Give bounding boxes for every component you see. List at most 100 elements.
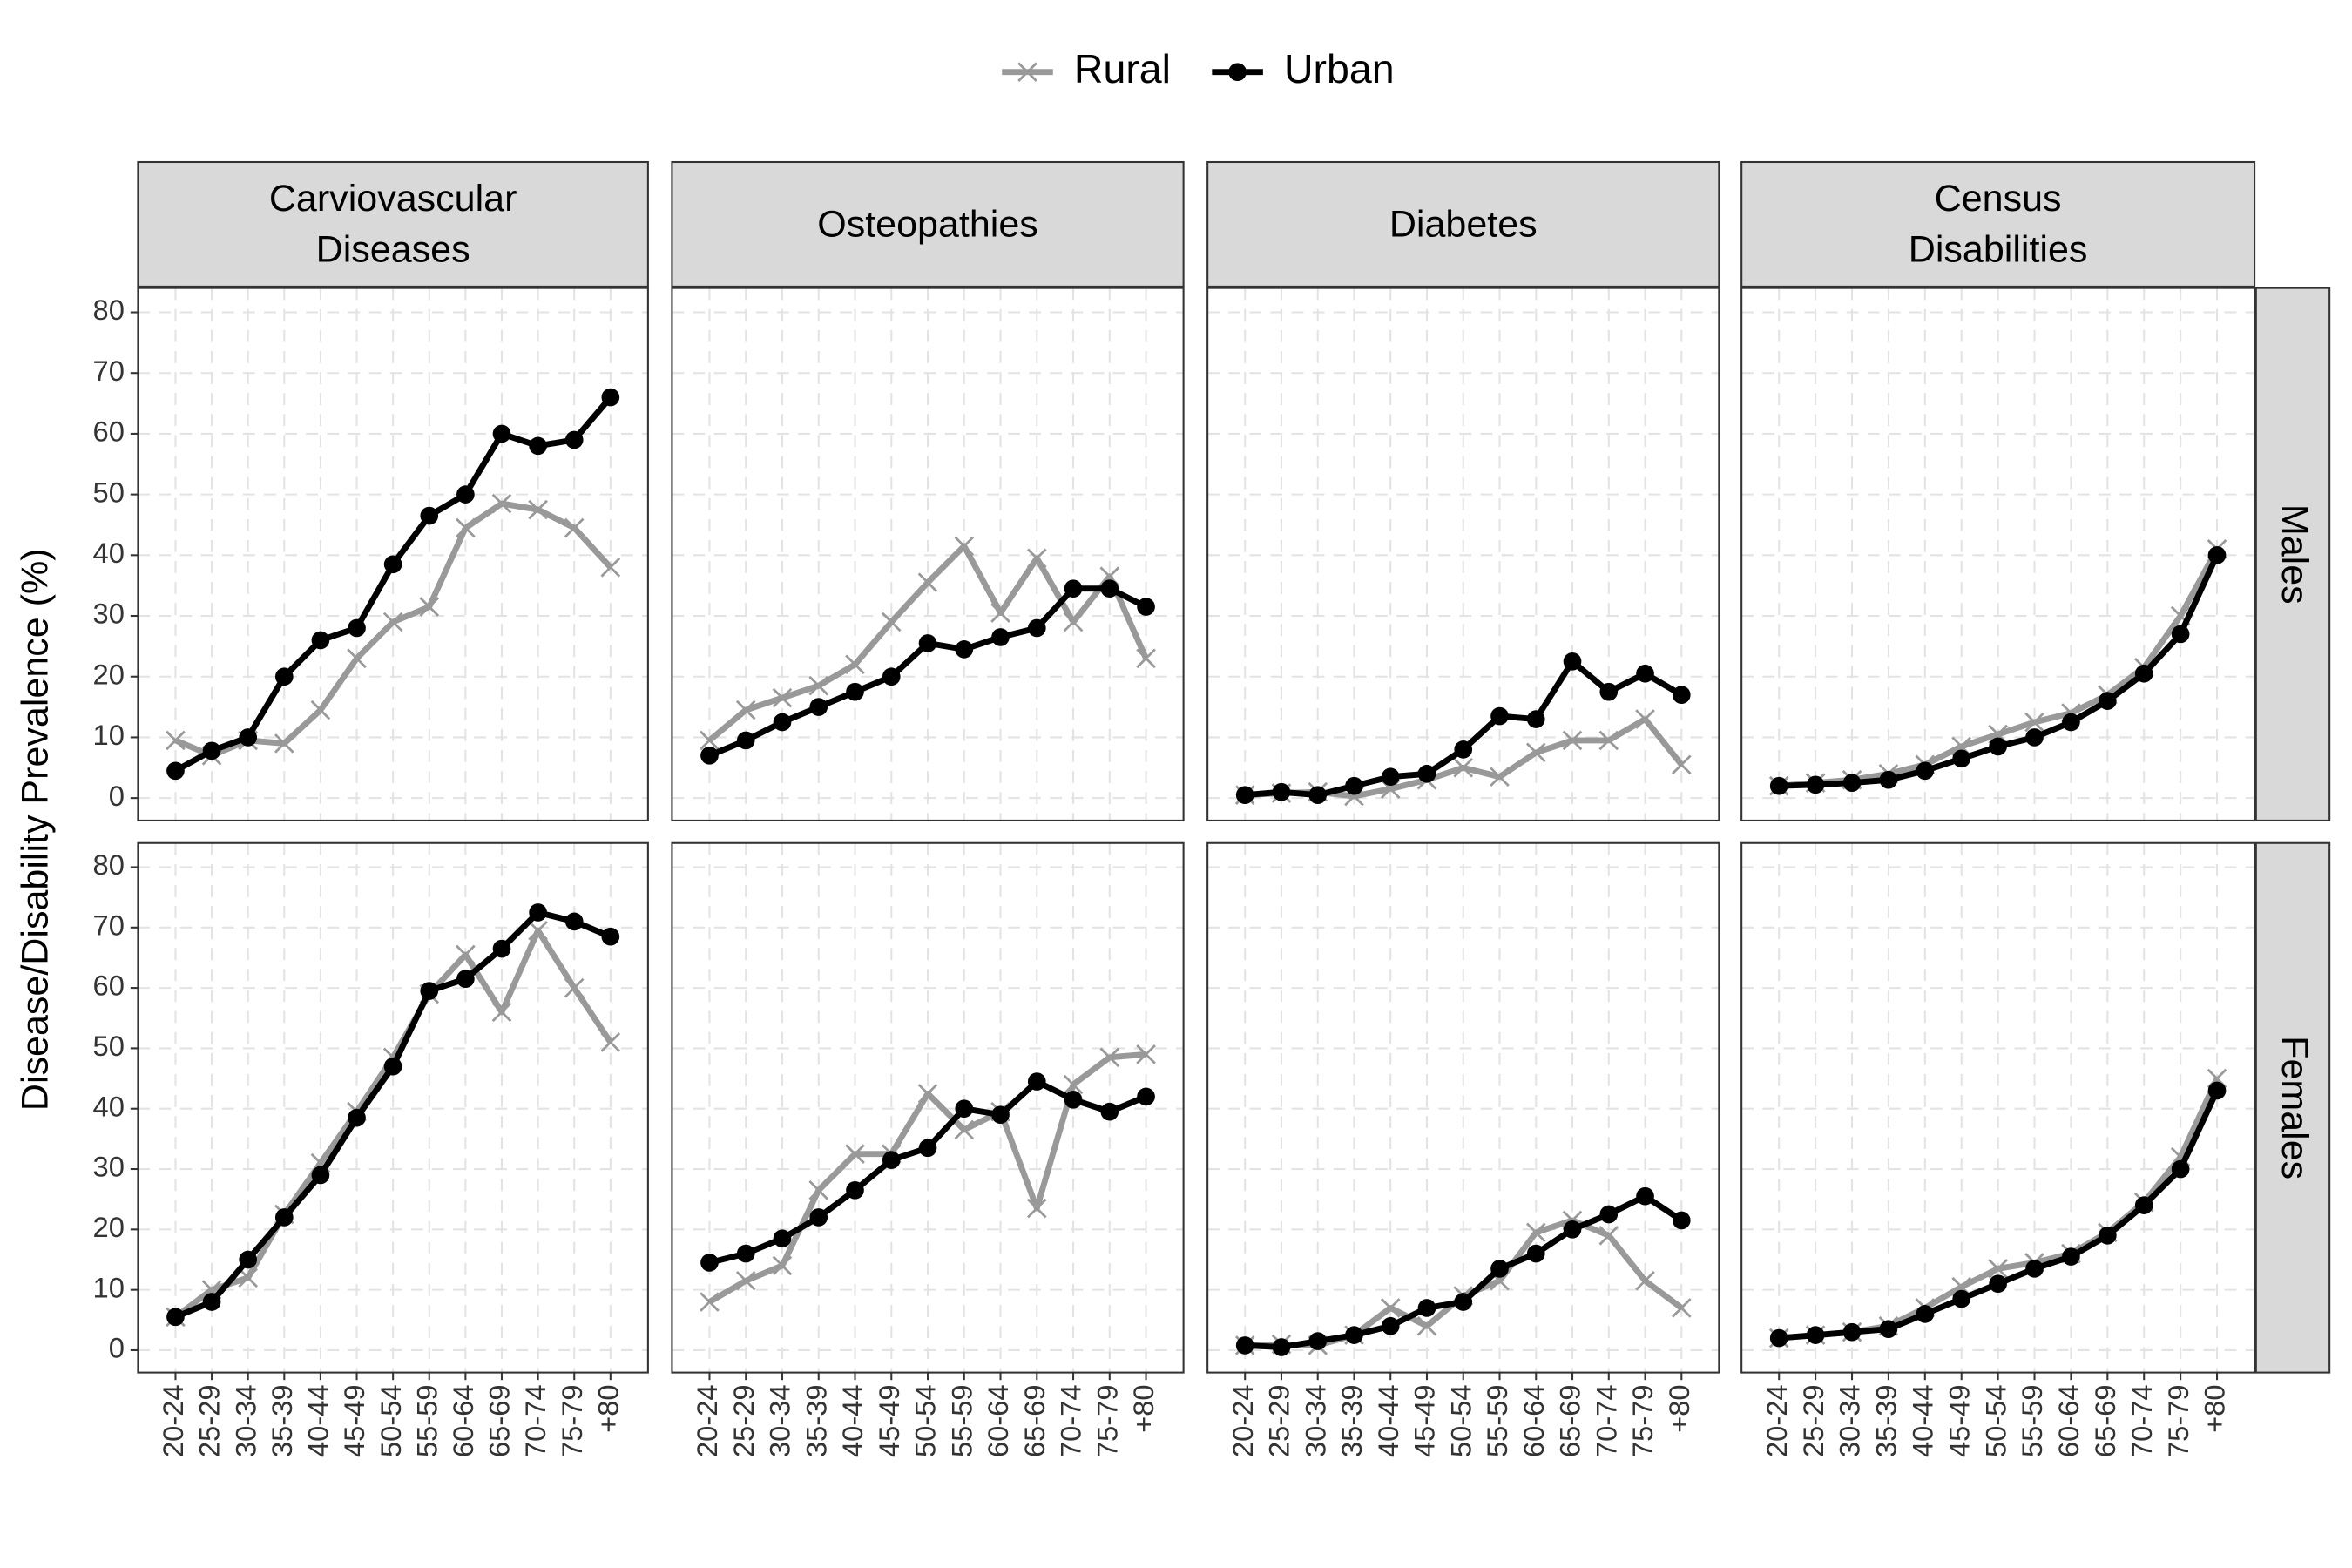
point [1027, 618, 1046, 638]
point [772, 687, 793, 708]
point [991, 628, 1010, 646]
y-tick-label: 50 [93, 476, 125, 508]
point [1916, 1305, 1935, 1323]
point [735, 700, 756, 720]
point [1272, 782, 1291, 801]
panel-border [1740, 287, 2256, 821]
point [736, 1244, 755, 1263]
marker-stroke [382, 612, 403, 632]
x-tick-label: 50-54 [1979, 1384, 2011, 1457]
point [1526, 1244, 1545, 1263]
x-tick-label: 25-29 [1797, 1384, 1829, 1457]
x-tick-label: 75-79 [1626, 1384, 1659, 1457]
point [529, 436, 547, 456]
marker-stroke [1635, 1270, 1655, 1291]
point [1563, 1220, 1582, 1239]
x-tick-label: 55-59 [2016, 1384, 2048, 1457]
x-tick-label: 65-69 [2089, 1384, 2121, 1457]
point [491, 1002, 512, 1023]
marker-stroke [990, 603, 1010, 623]
facet-strip [671, 160, 1185, 287]
y-tick-label: 80 [93, 294, 125, 326]
x-tick-label: 30-34 [1834, 1384, 1866, 1457]
marker-stroke [491, 493, 512, 514]
y-tick-label: 50 [93, 1030, 125, 1062]
point [274, 733, 294, 754]
point [420, 506, 439, 525]
marker-stroke [1525, 742, 1546, 763]
point [1525, 1222, 1546, 1243]
x-tick-label: 45-49 [873, 1384, 905, 1457]
facet-label: Males [2274, 504, 2315, 605]
x-tick-label: 50-54 [909, 1384, 942, 1457]
point [955, 640, 974, 659]
x-tick-label: 20-24 [691, 1384, 723, 1457]
marker-stroke [1562, 730, 1583, 751]
point [2134, 664, 2153, 683]
point [1064, 1090, 1083, 1109]
point [772, 1255, 793, 1276]
marker-stroke [1063, 612, 1084, 632]
marker-stroke [1598, 730, 1619, 751]
marker-stroke [917, 1084, 938, 1104]
point [383, 1057, 402, 1076]
x-tick-label: 55-59 [1481, 1384, 1513, 1457]
point [1063, 1074, 1084, 1095]
point [1769, 776, 1788, 795]
legend-marker [1228, 63, 1247, 82]
facet-label: Osteopathies [817, 203, 1038, 245]
x-tick-label: 30-34 [1299, 1384, 1331, 1457]
x-tick-label: 75-79 [1091, 1384, 1123, 1457]
x-tick-label: 45-49 [1943, 1384, 1975, 1457]
marker-stroke [1635, 709, 1655, 729]
marker-stroke [564, 977, 585, 998]
x-tick-label: +80 [1663, 1384, 1695, 1432]
point [700, 730, 720, 751]
x-tick-label: 25-29 [727, 1384, 760, 1457]
point [601, 388, 620, 407]
point [600, 1032, 621, 1052]
point [1136, 1044, 1156, 1064]
x-tick-label: 65-69 [483, 1384, 516, 1457]
marker-stroke [1525, 1222, 1546, 1243]
marker-stroke [564, 517, 585, 538]
point [1842, 774, 1862, 793]
marker-stroke [2170, 605, 2191, 626]
point [274, 667, 294, 686]
facet-strip [2254, 841, 2331, 1374]
point [1599, 682, 1619, 701]
marker-stroke [1026, 548, 1047, 569]
point [1137, 1087, 1155, 1106]
point [773, 1229, 792, 1248]
x-tick-label: 55-59 [410, 1384, 443, 1457]
point [1635, 1270, 1655, 1291]
point [310, 700, 331, 720]
point [1454, 1293, 1473, 1311]
point [456, 970, 475, 989]
marker-stroke [528, 499, 548, 520]
marker-stroke [238, 1267, 258, 1288]
point [954, 1119, 975, 1140]
point [166, 1308, 185, 1327]
facet-strip [2254, 287, 2331, 821]
point [845, 654, 865, 675]
legend-label: Urban [1284, 46, 1395, 91]
point [492, 939, 511, 958]
point [601, 927, 620, 946]
x-tick-label: 30-34 [229, 1384, 261, 1457]
point [1235, 1336, 1254, 1355]
x-tick-label: +80 [2199, 1384, 2231, 1432]
point [1671, 1298, 1692, 1318]
point [1806, 775, 1825, 794]
marker-stroke [2024, 712, 2044, 733]
point [456, 517, 476, 538]
marker-stroke [600, 557, 621, 578]
point [2134, 1196, 2153, 1214]
x-tick-label: 75-79 [2162, 1384, 2194, 1457]
y-tick-label: 40 [93, 537, 125, 569]
point [1137, 598, 1155, 616]
x-tick-label: 35-39 [266, 1384, 298, 1457]
x-tick-label: 45-49 [338, 1384, 370, 1457]
point [1063, 612, 1084, 632]
